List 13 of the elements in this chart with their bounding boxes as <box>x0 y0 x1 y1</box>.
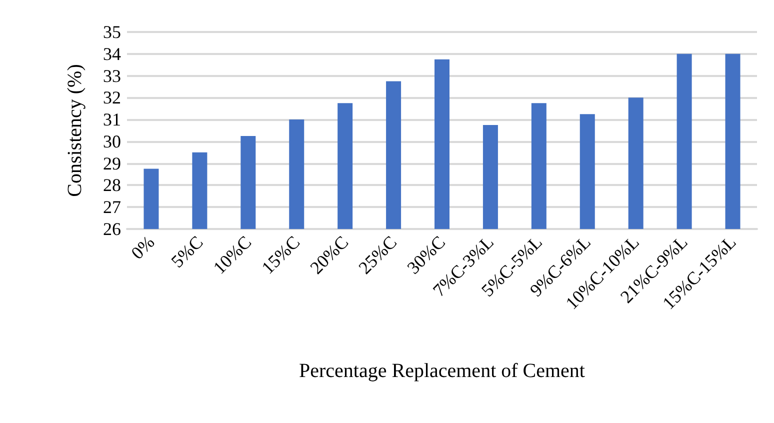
y-tick-label: 28 <box>103 175 121 196</box>
y-tick-label: 26 <box>103 219 121 239</box>
y-axis-title: Consistency (%) <box>64 64 86 197</box>
x-tick-label: 0% <box>127 232 158 264</box>
y-tick-label: 34 <box>103 44 121 64</box>
y-tick-label: 31 <box>103 110 121 130</box>
y-tick-label: 32 <box>103 88 121 108</box>
x-axis-title: Percentage Replacement of Cement <box>299 360 586 382</box>
y-tick-label: 29 <box>103 153 121 174</box>
y-tick-label: 35 <box>103 22 121 42</box>
y-tick-label: 33 <box>103 66 121 86</box>
y-tick-label: 27 <box>103 197 121 218</box>
y-tick-label: 30 <box>103 131 121 152</box>
